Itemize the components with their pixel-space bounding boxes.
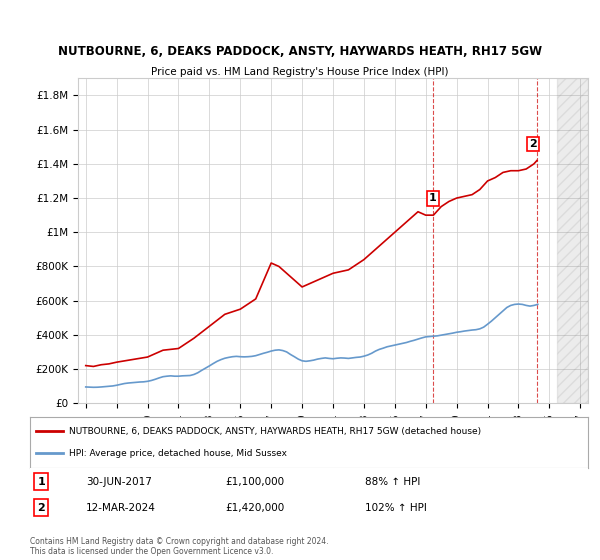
Text: NUTBOURNE, 6, DEAKS PADDOCK, ANSTY, HAYWARDS HEATH, RH17 5GW (detached house): NUTBOURNE, 6, DEAKS PADDOCK, ANSTY, HAYW… (69, 427, 481, 436)
Text: 1: 1 (429, 194, 437, 203)
Text: 2: 2 (37, 502, 45, 512)
Text: 102% ↑ HPI: 102% ↑ HPI (365, 502, 427, 512)
Text: 88% ↑ HPI: 88% ↑ HPI (365, 477, 420, 487)
Text: Price paid vs. HM Land Registry's House Price Index (HPI): Price paid vs. HM Land Registry's House … (151, 67, 449, 77)
Text: £1,100,000: £1,100,000 (226, 477, 284, 487)
Text: This data is licensed under the Open Government Licence v3.0.: This data is licensed under the Open Gov… (30, 547, 274, 556)
Text: HPI: Average price, detached house, Mid Sussex: HPI: Average price, detached house, Mid … (69, 449, 287, 458)
Text: 1: 1 (37, 477, 45, 487)
Bar (557, 78, 588, 403)
Text: 12-MAR-2024: 12-MAR-2024 (86, 502, 155, 512)
Text: NUTBOURNE, 6, DEAKS PADDOCK, ANSTY, HAYWARDS HEATH, RH17 5GW: NUTBOURNE, 6, DEAKS PADDOCK, ANSTY, HAYW… (58, 45, 542, 58)
Text: £1,420,000: £1,420,000 (226, 502, 284, 512)
Text: 30-JUN-2017: 30-JUN-2017 (86, 477, 152, 487)
Text: 2: 2 (529, 139, 537, 149)
Text: Contains HM Land Registry data © Crown copyright and database right 2024.: Contains HM Land Registry data © Crown c… (30, 537, 329, 546)
